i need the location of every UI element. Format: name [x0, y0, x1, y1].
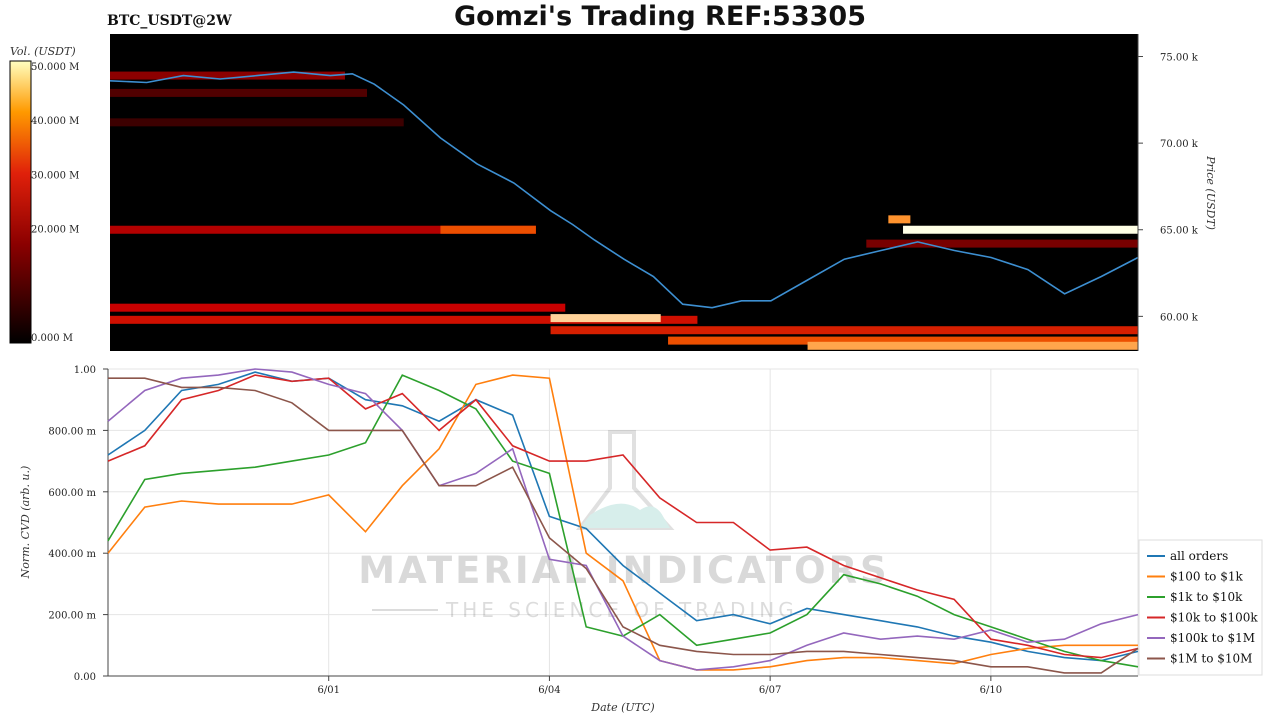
colorbar	[9, 60, 32, 344]
legend-label-5: $1M to $10M	[1170, 652, 1252, 666]
cvd-y-label: Norm. CVD (arb. u.)	[19, 466, 32, 580]
cvd-y-tick-0: 0.00	[74, 672, 96, 683]
liquidity-band-12	[668, 336, 1138, 345]
liquidity-band-2	[110, 118, 404, 127]
cvd-x-tick-3: 6/10	[980, 685, 1002, 696]
price-tick-3: 75.00 k	[1160, 53, 1199, 64]
cvd-y-tick-2: 400.00 m	[48, 549, 96, 560]
liquidity-band-10	[550, 314, 661, 323]
flask-icon	[576, 430, 675, 530]
cvd-x-tick-0: 6/01	[317, 685, 339, 696]
cvd-x-tick-2: 6/07	[759, 685, 781, 696]
colorbar-tick-2: 30.000 M	[31, 170, 79, 181]
price-axis-label: Price (USDT)	[1204, 155, 1217, 230]
cvd-y-tick-3: 600.00 m	[48, 488, 96, 499]
legend-label-4: $100k to $1M	[1170, 631, 1255, 645]
colorbar-ticks: 0.000 M 20.000 M 30.000 M 40.000 M 50.000 M	[31, 62, 79, 344]
series-line-1	[107, 374, 1138, 671]
heatmap-panel	[110, 34, 1138, 351]
liquidity-band-8	[110, 303, 566, 312]
price-tick-2: 70.00 k	[1160, 139, 1199, 150]
pair-label: BTC_USDT@2W	[107, 13, 232, 29]
colorbar-tick-0: 0.000 M	[31, 333, 73, 344]
price-line	[109, 71, 1139, 309]
watermark: MATERIAL INDICATORS THE SCIENCE OF TRADI…	[358, 430, 889, 622]
series-line-5	[108, 377, 1139, 674]
series-line-3	[107, 374, 1139, 659]
legend-box	[1138, 539, 1263, 676]
liquidity-band-9	[110, 315, 698, 324]
cvd-y-tick-4: 800.00 m	[48, 426, 96, 437]
cvd-x-ticks: 6/01 6/04 6/07 6/10	[317, 676, 1002, 696]
watermark-title: MATERIAL INDICATORS	[358, 549, 889, 592]
liquidity-band-5	[888, 215, 911, 224]
liquidity-band-13	[807, 341, 1138, 350]
liquidity-band-3	[110, 225, 536, 234]
series-line-4	[107, 368, 1139, 671]
legend-label-2: $1k to $10k	[1170, 590, 1243, 604]
price-axis-ticks: 60.00 k 65.00 k 70.00 k 75.00 k	[1138, 53, 1199, 323]
series-line-0	[107, 371, 1139, 662]
price-tick-0: 60.00 k	[1160, 312, 1199, 323]
legend-label-3: $10k to $100k	[1170, 611, 1258, 625]
liquidity-band-1	[110, 88, 367, 97]
cvd-x-tick-1: 6/04	[538, 685, 560, 696]
liquidity-band-11	[550, 326, 1138, 335]
cvd-lines	[107, 368, 1139, 674]
cvd-y-tick-5: 1.00	[74, 365, 96, 376]
heatmap-bands	[110, 71, 1138, 350]
cvd-y-tick-1: 200.00 m	[48, 611, 96, 622]
legend-label-0: all orders	[1170, 549, 1228, 563]
liquidity-band-4	[440, 225, 536, 234]
liquidity-band-7	[866, 239, 1138, 248]
colorbar-tick-1: 20.000 M	[31, 225, 79, 236]
cvd-panel	[107, 368, 1139, 677]
legend-label-1: $100 to $1k	[1170, 570, 1243, 584]
price-tick-1: 65.00 k	[1160, 226, 1199, 237]
watermark-subtitle: THE SCIENCE OF TRADING	[445, 598, 798, 622]
cvd-grid	[107, 368, 1138, 677]
cvd-y-ticks: 0.00 200.00 m 400.00 m 600.00 m 800.00 m 1.00	[48, 365, 108, 683]
colorbar-tick-3: 40.000 M	[31, 116, 79, 127]
colorbar-tick-4: 50.000 M	[31, 62, 79, 73]
liquidity-band-0	[110, 71, 345, 80]
colorbar-label: Vol. (USDT)	[10, 45, 76, 58]
chart-title: Gomzi's Trading REF:53305	[454, 1, 866, 32]
cvd-x-label: Date (UTC)	[590, 701, 654, 714]
legend: all orders $100 to $1k $1k to $10k $10k to …	[1138, 539, 1263, 676]
liquidity-band-6	[903, 225, 1138, 234]
